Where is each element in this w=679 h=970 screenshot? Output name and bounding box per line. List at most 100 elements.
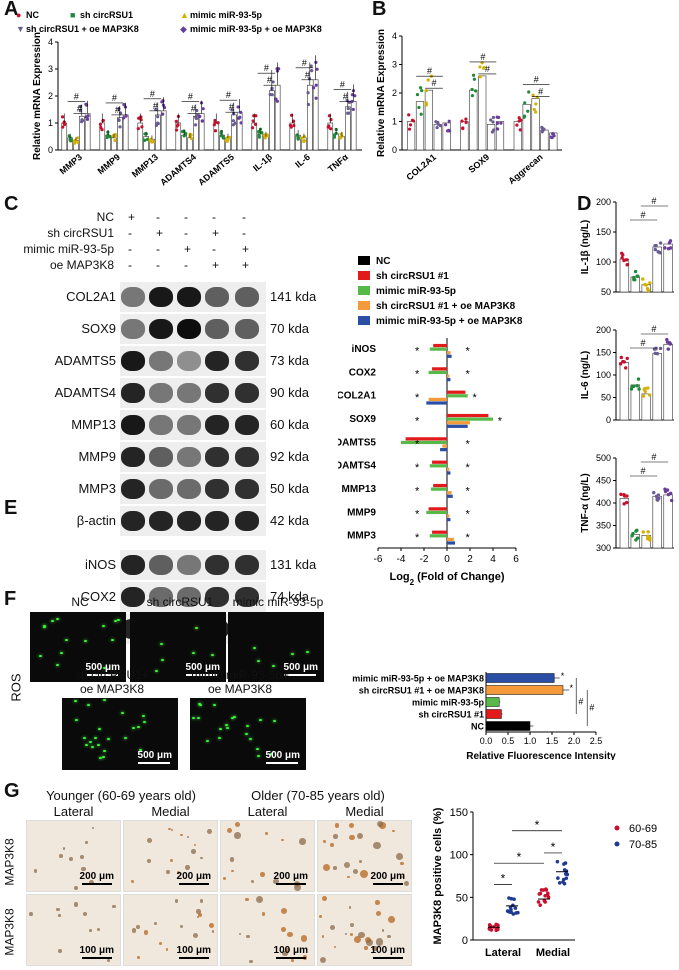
- sig-mark-b: #: [431, 78, 436, 88]
- stained-cell: [166, 870, 170, 874]
- blot-header-mark: -: [184, 258, 188, 272]
- legend-label-c: mimic miR-93-5p + oe MAP3K8: [376, 316, 523, 327]
- fluorescent-cell: [271, 665, 275, 668]
- stained-cell: [365, 938, 373, 947]
- point-a: [212, 123, 216, 127]
- fluorescent-cell: [89, 740, 93, 743]
- histology-image: 200 μm: [317, 820, 412, 892]
- point-b: [435, 125, 439, 130]
- stained-cell: [143, 930, 149, 935]
- point-a: [154, 107, 158, 112]
- panel-letter-f: F: [4, 588, 17, 610]
- point-b: [523, 101, 527, 105]
- stained-cell: [92, 826, 95, 830]
- bar-d: [652, 246, 662, 293]
- point-d: [623, 366, 628, 370]
- stained-cell: [353, 935, 362, 944]
- bar-f: [485, 673, 555, 683]
- stained-cell: [191, 849, 196, 855]
- point-g: [494, 928, 499, 933]
- blot-band: [149, 351, 173, 371]
- x-tick-label-c: 0: [444, 554, 450, 565]
- blot-strip: [120, 550, 266, 580]
- bar-c: [428, 370, 447, 375]
- blot-band: [235, 319, 259, 339]
- blot-band: [121, 351, 145, 371]
- stained-cell: [343, 861, 351, 869]
- bar-a: [122, 114, 129, 151]
- point-a: [219, 134, 224, 138]
- blot-header-mark: -: [242, 226, 246, 240]
- stained-cell: [353, 868, 359, 875]
- scale-bar-label: 100 μm: [79, 945, 114, 956]
- point-a: [251, 119, 255, 123]
- blot-strip: [120, 474, 266, 504]
- legend-label-c: sh circRSU1 #1 + oe MAP3K8: [376, 301, 516, 312]
- stained-cell: [330, 843, 335, 847]
- y-tick-label-b: 4: [392, 31, 397, 41]
- point-a: [193, 123, 198, 127]
- x-tick-label-a: ADAMTS5: [196, 152, 236, 188]
- fluorescent-cell: [107, 737, 111, 740]
- point-a: [156, 115, 160, 119]
- fluorescent-cell: [83, 640, 87, 643]
- bar-a: [198, 113, 205, 151]
- point-g: [556, 876, 560, 880]
- legend-swatch-c: [358, 256, 370, 265]
- x-label-f: Relative Fluorescence Intensity: [466, 751, 616, 760]
- sig-mark-a: #: [115, 105, 120, 115]
- point-g: [557, 881, 562, 885]
- blot-band: [177, 351, 201, 371]
- ros-fluorescence-image: 500 μm: [30, 612, 126, 682]
- point-a: [302, 139, 307, 143]
- point-a: [174, 119, 178, 123]
- fluorescent-cell: [253, 646, 257, 649]
- chart-d: 50 100 150 200 IL-1β (ng/L) # #0 50 100 150 200 IL-…: [580, 196, 674, 553]
- point-d: [630, 534, 634, 538]
- sig-mark-b: #: [534, 75, 539, 85]
- histology-group-young: Younger (60-69 years old): [46, 788, 196, 803]
- point-b: [417, 105, 421, 110]
- stained-cell: [88, 880, 94, 885]
- point-g: [496, 923, 500, 927]
- point-a: [213, 129, 218, 133]
- blot-strip: [120, 442, 266, 472]
- sig-mark-a: #: [305, 70, 310, 80]
- point-b: [534, 110, 538, 114]
- point-b: [551, 132, 556, 136]
- point-d: [622, 492, 626, 497]
- stained-cell: [396, 853, 404, 860]
- legend-label-a-1: sh circRSU1: [80, 10, 133, 20]
- y-tick-label-d: 200: [596, 325, 611, 335]
- x-tick-label-f: 2.5: [590, 736, 603, 746]
- y-tick-label-d: 500: [596, 453, 611, 463]
- blot-band: [235, 351, 259, 371]
- stained-cell: [244, 897, 249, 902]
- point-d: [622, 502, 626, 506]
- point-d: [645, 536, 650, 541]
- point-d: [665, 488, 670, 492]
- fluorescent-cell: [102, 750, 106, 753]
- stained-cell: [272, 878, 279, 885]
- sig-mark-c: *: [415, 415, 420, 427]
- x-tick-label-f: 1.5: [546, 736, 559, 746]
- fluorescent-cell: [98, 756, 102, 759]
- point-a: [216, 121, 220, 125]
- y-label-d: IL-1β (ng/L): [580, 220, 591, 274]
- bar-c: [447, 467, 450, 471]
- legend-label-a-2: mimic miR-93-5p: [190, 10, 263, 20]
- blot-kda-label: 70 kda: [270, 321, 310, 336]
- ros-image-label: NC: [71, 595, 89, 609]
- stained-cell: [186, 835, 190, 838]
- fluorescent-cell: [256, 660, 260, 663]
- y-label-d: IL-6 (ng/L): [580, 351, 591, 399]
- bar-c: [401, 440, 447, 445]
- point-b: [517, 119, 521, 123]
- blot-strip: [120, 582, 266, 612]
- stained-cell: [56, 907, 60, 912]
- blot-band: [121, 587, 145, 607]
- fluorescent-cell: [210, 654, 214, 657]
- sig-mark-c: *: [498, 415, 503, 427]
- fluorescent-cell: [195, 626, 199, 629]
- point-b: [419, 112, 423, 116]
